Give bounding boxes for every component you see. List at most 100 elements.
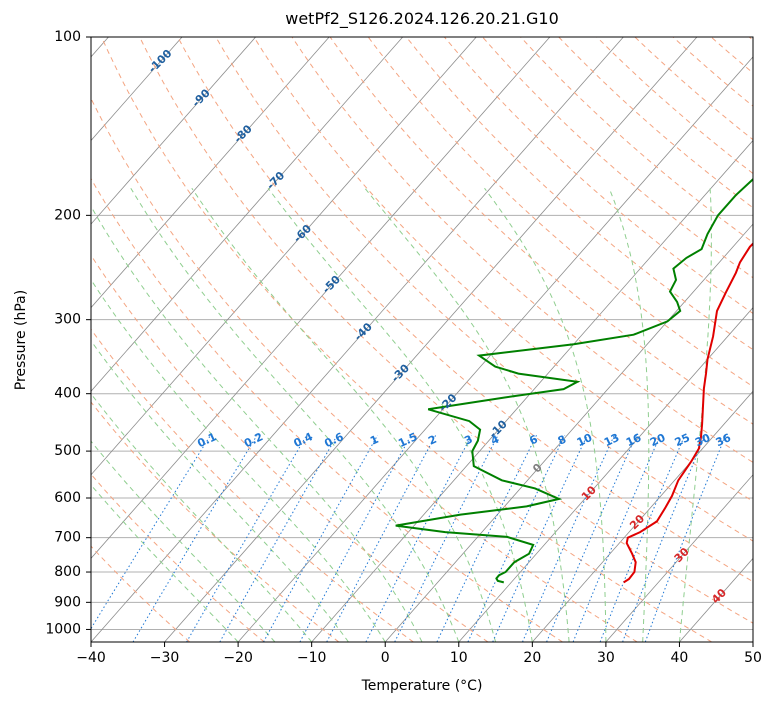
- x-tick-label: −40: [76, 650, 106, 666]
- x-tick-label: −10: [297, 650, 327, 666]
- isotherm-line: [164, 37, 698, 642]
- mixing-ratio-label: 0.2: [242, 430, 265, 450]
- dry-adiabat-line: [634, 37, 753, 141]
- moist-adiabat-line: [91, 339, 349, 642]
- mixing-ratio-label: 3: [462, 433, 474, 448]
- mixing-ratio-line: [91, 434, 212, 630]
- moist-adiabat-line: [91, 278, 386, 642]
- mixing-ratio-line: [546, 434, 637, 642]
- dry-adiabat-line: [91, 401, 340, 642]
- mixing-ratio-line: [326, 434, 437, 642]
- isotherm-line: [91, 37, 477, 476]
- isotherm-line: [458, 307, 753, 642]
- y-tick-label: 600: [54, 490, 81, 506]
- x-tick-label: 10: [450, 650, 468, 666]
- isotherm-line: [91, 37, 551, 560]
- mixing-ratio-label: 20: [648, 431, 668, 449]
- isotherm-label: -100: [146, 47, 175, 76]
- moist-adiabat-line: [608, 188, 650, 642]
- mixing-ratio-line: [599, 434, 686, 642]
- dry-adiabat-line: [596, 37, 753, 175]
- moist-adiabat-line: [364, 187, 570, 642]
- mixing-ratio-label: 2: [426, 433, 438, 448]
- moist-adiabat-line: [91, 440, 276, 642]
- profile-lines: [395, 177, 753, 584]
- x-tick-label: 30: [597, 650, 615, 666]
- y-tick-label: 700: [54, 530, 81, 546]
- isotherm-line: [91, 37, 183, 142]
- dry-adiabat-line: [91, 328, 414, 642]
- x-tick-label: 50: [744, 650, 762, 666]
- isotherm-line: [384, 223, 753, 642]
- moist-adiabat-line: [267, 187, 533, 642]
- mixing-ratio-line: [436, 434, 537, 642]
- x-axis-label: Temperature (°C): [361, 678, 483, 694]
- dry-adiabat-line: [91, 97, 638, 642]
- mixing-ratio-label: 8: [556, 433, 568, 448]
- moist-adiabat-line: [130, 187, 460, 642]
- dewpoint-profile-line: [395, 177, 753, 584]
- x-tick-label: 0: [381, 650, 390, 666]
- dry-adiabat-line: [444, 37, 753, 315]
- mixing-ratio-line: [522, 434, 615, 642]
- mixing-ratio-line: [299, 434, 412, 642]
- line-labels: -100-90-80-70-60-50-40-30-20-10010203040…: [146, 47, 733, 607]
- x-tick-label: −30: [150, 650, 180, 666]
- mixing-ratio-line: [644, 435, 727, 642]
- moist-adiabat-line: [91, 484, 239, 642]
- isotherm-line: [91, 37, 256, 225]
- mixing-ratio-line: [186, 434, 308, 642]
- x-tick-label: 20: [523, 650, 541, 666]
- chart-title: wetPf2_S126.2024.126.20.21.G10: [285, 9, 559, 28]
- dry-adiabat-line: [710, 37, 753, 74]
- dry-adiabat-line: [291, 37, 753, 463]
- mixing-ratio-label: 0.4: [292, 430, 315, 450]
- mixing-ratio-label: 1: [368, 433, 380, 448]
- y-tick-label: 800: [54, 564, 81, 580]
- dry-adiabat-line: [215, 37, 753, 542]
- mixing-ratio-label: 16: [624, 431, 644, 449]
- background-lines: [91, 37, 753, 642]
- isotherm-line: [91, 37, 330, 309]
- dry-adiabat-line: [367, 37, 753, 388]
- isotherm-line: [311, 139, 753, 642]
- dry-adiabat-line: [91, 177, 563, 642]
- mixing-ratio-label: 0.1: [195, 430, 218, 450]
- moist-adiabat-line: [191, 187, 497, 642]
- moist-adiabat-line: [678, 188, 712, 642]
- dry-adiabat-line: [177, 37, 753, 583]
- isotherm-line: [237, 56, 753, 642]
- mixing-ratio-label: 0.6: [322, 430, 345, 450]
- axis-ticks: −40 −30 −20 −10 0 10 20 30 40 5010020030040050060…: [45, 29, 762, 666]
- y-tick-label: 900: [54, 594, 81, 610]
- dry-adiabat-line: [253, 37, 753, 502]
- isotherm-line: [91, 37, 404, 392]
- x-tick-label: −20: [223, 650, 253, 666]
- isotherm-line: [679, 557, 753, 642]
- mixing-ratio-line: [622, 435, 706, 642]
- y-tick-label: 500: [54, 443, 81, 459]
- mixing-ratio-label: 6: [527, 432, 540, 447]
- y-axis-label: Pressure (hPa): [13, 289, 29, 391]
- mixing-ratio-label: 13: [602, 431, 621, 449]
- y-tick-label: 100: [54, 29, 81, 45]
- temperature-profile-line: [623, 242, 753, 584]
- mixing-ratio-line: [263, 434, 379, 642]
- mixing-ratio-label: 30: [693, 431, 713, 449]
- mixing-ratio-line: [572, 434, 661, 642]
- mixing-ratio-line: [492, 434, 588, 642]
- isotherm-line: [605, 474, 753, 642]
- isotherm-line: [532, 390, 753, 642]
- mixing-ratio-label: 10: [575, 431, 595, 449]
- y-tick-label: 400: [54, 386, 81, 402]
- y-tick-label: 1000: [45, 621, 81, 637]
- dry-adiabat-line: [482, 37, 753, 279]
- dry-adiabat-line: [91, 254, 489, 642]
- x-tick-label: 40: [671, 650, 689, 666]
- y-tick-label: 200: [54, 207, 81, 223]
- y-tick-label: 300: [54, 312, 81, 328]
- dry-adiabat-line: [405, 37, 753, 351]
- dry-adiabat-line: [520, 37, 753, 244]
- moist-adiabat-line: [484, 187, 607, 642]
